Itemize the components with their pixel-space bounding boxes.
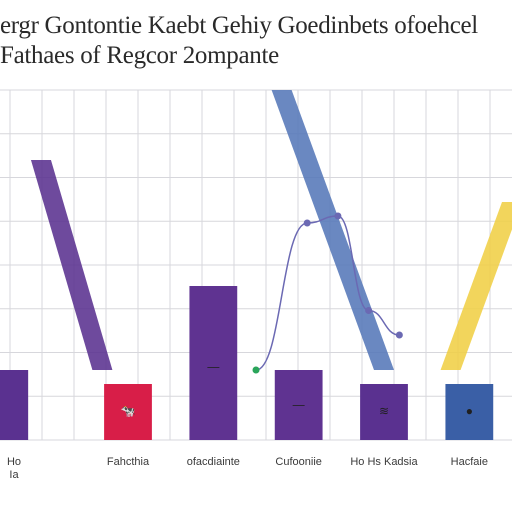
x-tick-label-1: Ho (7, 456, 21, 468)
bar-icon-6: ● (466, 404, 473, 418)
overlay-lines (30, 90, 512, 370)
x-tick-label-3: ofacdiainte (187, 456, 240, 468)
chart-title-line-2: Fathaes of Regcor 2ompante (0, 42, 279, 69)
x-tick-label-line2-1: Ia (9, 469, 19, 481)
bar-2 (104, 384, 152, 440)
curve-point (365, 307, 373, 314)
overlay-line-2 (271, 90, 394, 370)
bar-4 (274, 370, 323, 440)
grid-lines (0, 89, 512, 441)
bar-icon-5: ≋ (379, 404, 389, 418)
curve-point (303, 219, 311, 227)
x-tick-label-2: Fahcthia (107, 456, 150, 468)
curve-point (334, 212, 342, 220)
curve-point (395, 331, 403, 339)
chart-title-line-1: ergr Gontontie Kaebt Gehiy Goedinbets of… (0, 12, 478, 39)
chart-title-block: ergr Gontontie Kaebt Gehiy Goedinbets of… (0, 0, 512, 76)
bar-5 (360, 384, 408, 440)
x-tick-label-4: Cufooniie (275, 456, 321, 468)
overlay-line-1 (30, 160, 113, 370)
bar-1 (0, 370, 29, 440)
bar-3 (189, 286, 238, 440)
bar-icon-3: — (207, 360, 219, 374)
chart-container: 🐄 — — ≋ ● Ho Ia Fahcthia ofacdiainte Cufooniie Ho … (0, 80, 512, 512)
bars: 🐄 — — ≋ ● (0, 286, 494, 440)
curve-series (252, 212, 403, 374)
bar-6 (445, 384, 494, 440)
x-tick-label-6: Hacfaie (451, 456, 488, 468)
bar-icon-4: — (293, 398, 305, 412)
overlay-line-3 (440, 202, 512, 370)
curve-point (252, 366, 260, 374)
x-tick-label-5: Ho Hs Kadsia (350, 456, 418, 468)
bar-icon-2: 🐄 (121, 404, 136, 418)
